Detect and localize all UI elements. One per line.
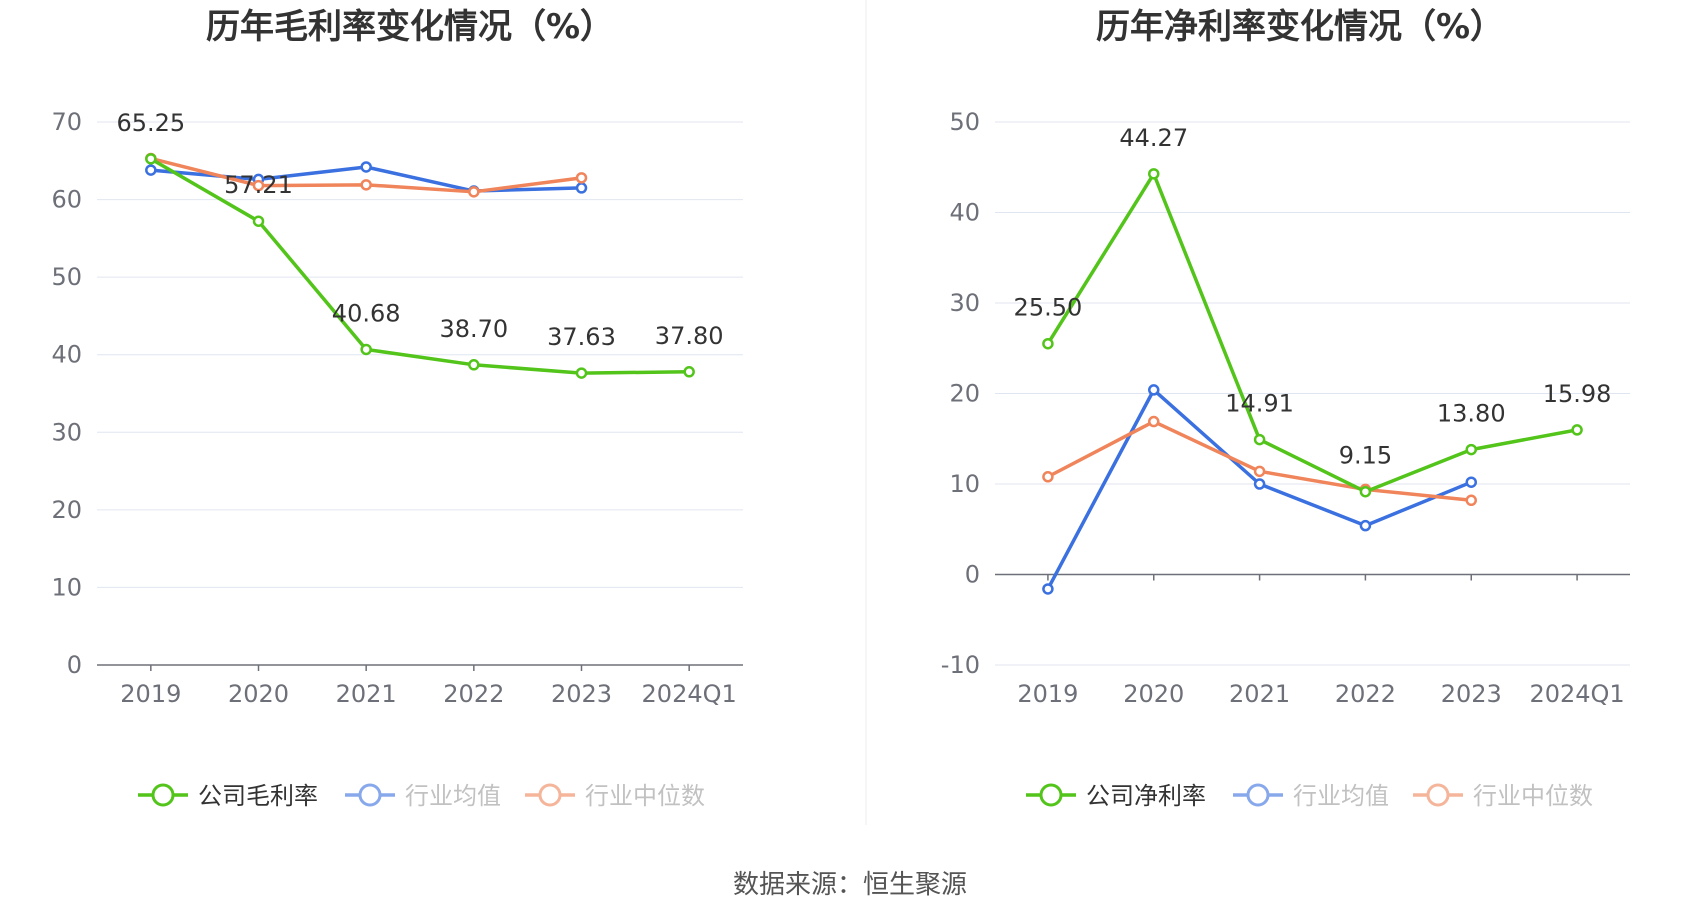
y-tick-label: 20 (949, 380, 980, 408)
chart-title: 历年毛利率变化情况（%） (206, 7, 614, 47)
legend-marker (1426, 783, 1450, 807)
legend-label: 行业中位数 (1473, 782, 1593, 810)
data-point (683, 366, 695, 378)
data-point (575, 182, 588, 194)
data-point (1148, 384, 1160, 396)
y-tick-label: 20 (51, 496, 82, 524)
legend-item: 公司毛利率 (138, 782, 318, 810)
legend-marker (358, 783, 382, 807)
y-tick-label: 50 (949, 108, 980, 136)
y-tick-label: 10 (949, 470, 980, 498)
data-label: 15.98 (1543, 380, 1612, 408)
x-tick-label: 2020 (228, 680, 289, 708)
x-tick-label: 2021 (1229, 680, 1290, 708)
data-label: 37.63 (547, 323, 616, 351)
data-label: 37.80 (655, 322, 724, 350)
data-point (1042, 583, 1054, 595)
data-point (252, 179, 265, 192)
data-point (145, 153, 157, 165)
data-point (468, 359, 480, 371)
legend-marker (151, 783, 175, 807)
y-tick-label: 0 (965, 561, 980, 589)
data-point (252, 215, 265, 227)
data-point (1253, 478, 1266, 490)
data-point (468, 186, 480, 198)
y-tick-label: -10 (941, 651, 980, 679)
data-point (1253, 433, 1266, 446)
data-label: 44.27 (1119, 124, 1188, 152)
data-point (1571, 424, 1583, 436)
legend-label: 行业中位数 (585, 782, 705, 810)
data-label: 13.80 (1437, 400, 1506, 428)
data-label: 25.50 (1014, 294, 1083, 322)
legend-marker (1039, 783, 1063, 807)
x-tick-label: 2022 (1335, 680, 1396, 708)
x-tick-label: 2023 (551, 680, 612, 708)
legend-marker (1246, 783, 1270, 807)
y-tick-label: 30 (949, 289, 980, 317)
data-point (575, 367, 588, 379)
series-line-0 (149, 157, 690, 375)
x-tick-label: 2019 (120, 680, 181, 708)
x-tick-label: 2020 (1123, 680, 1184, 708)
x-tick-label: 2023 (1441, 680, 1502, 708)
x-tick-label: 2022 (443, 680, 504, 708)
data-point (360, 161, 372, 173)
y-tick-label: 60 (51, 186, 82, 214)
data-point (575, 172, 588, 184)
data-point (1148, 168, 1160, 180)
net-margin-chart: 历年净利率变化情况（%） -10 0 10 20 30 40 50 2019 2020 2021 20… (941, 7, 1630, 810)
data-source: 数据来源：恒生聚源 (733, 870, 967, 900)
data-point (1359, 485, 1372, 498)
data-label: 9.15 (1339, 442, 1392, 470)
y-tick-label: 30 (51, 418, 82, 446)
y-tick-label: 10 (51, 573, 82, 601)
data-label: 14.91 (1225, 390, 1294, 418)
data-label: 38.70 (439, 315, 508, 343)
data-point (1042, 337, 1054, 350)
x-tick-label: 2024Q1 (1529, 680, 1624, 708)
data-label: 65.25 (116, 109, 185, 137)
data-point (1359, 519, 1372, 532)
data-point (1465, 494, 1477, 507)
legend-label: 公司净利率 (1086, 782, 1206, 810)
data-point (1148, 415, 1160, 428)
series-line-0 (1046, 172, 1578, 494)
data-point (1465, 443, 1477, 456)
y-tick-label: 40 (51, 341, 82, 369)
legend-label: 行业均值 (1293, 782, 1389, 810)
y-tick-label: 70 (51, 108, 82, 136)
y-tick-label: 50 (51, 263, 82, 291)
chart-title: 历年净利率变化情况（%） (1096, 7, 1504, 47)
data-point (1253, 465, 1266, 478)
data-point (1465, 476, 1477, 488)
x-tick-label: 2021 (336, 680, 397, 708)
legend-item: 行业均值 (1233, 782, 1389, 810)
legend-item: 行业中位数 (1413, 782, 1593, 810)
y-tick-label: 0 (67, 651, 82, 679)
gross-margin-chart: 历年毛利率变化情况（%） 0 10 20 30 40 50 60 70 2019 2020 2021 2… (51, 7, 743, 810)
legend-marker (538, 783, 562, 807)
legend-item: 公司净利率 (1026, 782, 1206, 810)
legend-item: 行业中位数 (525, 782, 705, 810)
x-tick-label: 2019 (1017, 680, 1078, 708)
data-label: 40.68 (332, 299, 401, 327)
legend-item: 行业均值 (345, 782, 501, 810)
legend-label: 公司毛利率 (198, 782, 318, 810)
x-tick-label: 2024Q1 (642, 680, 737, 708)
data-label: 57.21 (224, 171, 293, 199)
data-point (360, 343, 372, 356)
data-point (360, 179, 372, 191)
data-point (145, 164, 157, 176)
legend-label: 行业均值 (405, 782, 501, 810)
data-point (1042, 471, 1054, 483)
y-tick-label: 40 (949, 199, 980, 227)
